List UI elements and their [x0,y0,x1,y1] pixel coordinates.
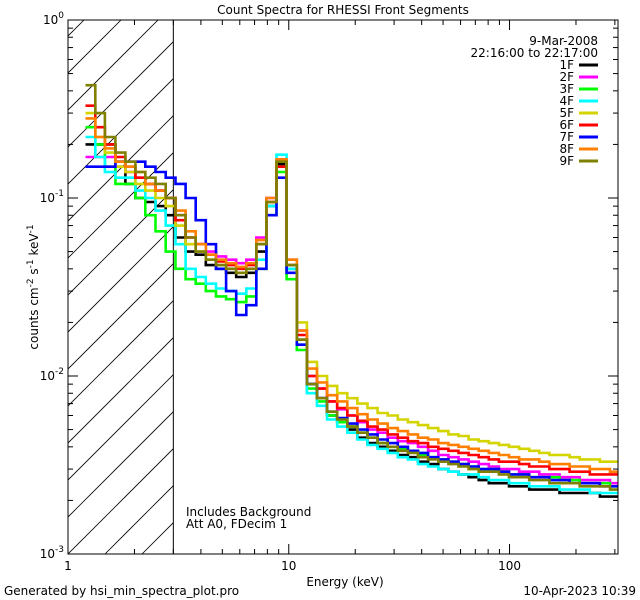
attenuator-hatch [68,0,640,554]
y-axis-label-exp-cm: -2 [26,278,36,287]
hatch-line [68,20,85,37]
series-7f [85,160,618,488]
annotation-background: Includes Background [186,505,311,519]
legend-label-4f: 4F [559,94,574,108]
annotation-attenuator: Att A0, FDecim 1 [186,517,287,531]
x-axis: 1 10 100 [64,20,616,573]
legend-label-7f: 7F [559,130,574,144]
hatch-line [68,20,159,111]
y-axis-label-base: counts cm [27,287,41,349]
y-axis: 100 10-1 10-2 10-3 [40,11,618,561]
time-range-label: 22:16:00 to 22:17:00 [471,46,598,60]
hatch-line [68,115,174,222]
y-axis-label-exp-kev: -1 [26,224,36,233]
footer-generated-by: Generated by hsi_min_spectra_plot.pro [4,584,239,598]
y-axis-label-s: s [27,268,41,278]
series-5f [85,111,618,463]
series-4f [85,135,618,495]
footer-timestamp: 10-Apr-2023 10:39 [523,584,636,598]
hatch-line [68,263,174,370]
hatch-line [68,152,174,259]
legend-label-2f: 2F [559,70,574,84]
hatch-line [68,374,174,481]
legend-label-8f: 8F [559,142,574,156]
chart-title: Count Spectra for RHESSI Front Segments [217,3,469,17]
y-axis-label-kev: keV [27,233,41,260]
series-group [85,83,618,498]
legend-label-9f: 9F [559,154,574,168]
y-tick-label: 10-1 [40,189,64,205]
plot-frame [67,19,619,555]
hatch-line [68,411,174,518]
hatch-line [68,20,122,74]
y-tick-label: 10-3 [40,545,64,561]
legend-label-5f: 5F [559,106,574,120]
date-label: 9-Mar-2008 [529,34,598,48]
legend-label-6f: 6F [559,118,574,132]
hatch-line [68,78,174,185]
y-axis-label: counts cm-2 s-1 keV-1 [26,224,41,349]
series-9f [85,83,618,491]
hatch-line [68,226,174,333]
y-tick-label: 100 [43,11,64,27]
hatch-line [623,0,640,554]
x-tick-label: 1 [64,559,72,573]
y-tick-label: 10-2 [40,367,64,383]
x-axis-label: Energy (keV) [306,575,383,589]
hatch-line [68,41,174,148]
hatch-line [68,448,174,554]
x-tick-label: 10 [281,559,296,573]
legend-label-1f: 1F [559,58,574,72]
y-axis-label-exp-s: -1 [26,259,36,268]
x-tick-label: 100 [498,559,521,573]
hatch-line [68,189,174,296]
legend-label-3f: 3F [559,82,574,96]
